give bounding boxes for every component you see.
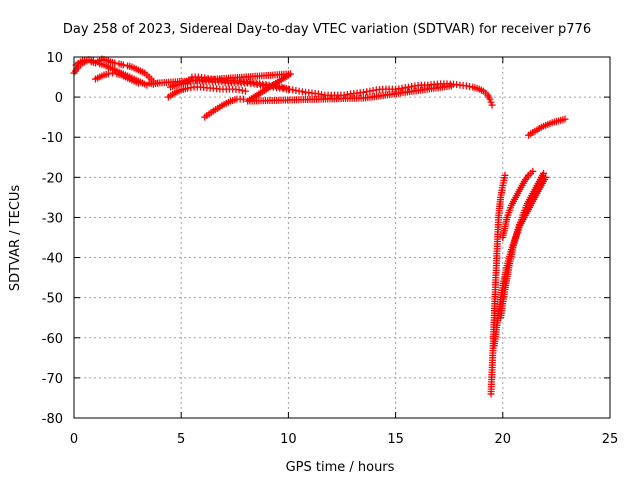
y-tick-label: -40 — [42, 252, 63, 267]
data-points — [70, 55, 569, 398]
series-mid-main — [166, 76, 496, 109]
x-axis-label: GPS time / hours — [286, 460, 395, 475]
series-late-rise-b — [497, 169, 548, 322]
data-point — [501, 171, 509, 179]
y-tick-label: -50 — [42, 292, 63, 307]
y-tick-label: -30 — [42, 211, 63, 226]
y-tick-label: 0 — [55, 91, 63, 106]
series-outliers — [154, 70, 455, 105]
chart-title: Day 258 of 2023, Sidereal Day-to-day VTE… — [63, 22, 591, 37]
y-tick-label: -70 — [42, 372, 63, 387]
data-point — [239, 95, 247, 103]
series-mid-lower — [164, 83, 250, 101]
series-mid-dip — [201, 95, 247, 121]
data-point — [134, 79, 142, 87]
series-late-rise-c — [499, 167, 537, 241]
x-tick-label: 0 — [70, 432, 78, 447]
data-point — [540, 169, 548, 177]
y-tick-label: -60 — [42, 332, 63, 347]
y-axis-label: SDTVAR / TECUs — [8, 185, 23, 292]
data-point — [486, 95, 494, 103]
data-point — [119, 61, 127, 69]
data-point — [104, 70, 112, 78]
data-point — [89, 57, 97, 65]
axis-ticks: 0 5 10 15 20 25 10 0 -10 -20 -30 -40 -50 -60 -70 -80 — [42, 51, 619, 447]
x-tick-label: 25 — [602, 432, 619, 447]
x-tick-label: 10 — [280, 432, 297, 447]
data-point — [242, 87, 250, 95]
series-late-right — [525, 115, 569, 139]
data-point — [284, 85, 292, 93]
data-point — [487, 98, 495, 106]
data-point — [447, 82, 455, 90]
data-point — [111, 59, 119, 67]
y-tick-label: -80 — [42, 412, 63, 427]
y-tick-label: 10 — [46, 51, 63, 66]
data-point — [561, 115, 569, 123]
x-tick-label: 5 — [177, 432, 185, 447]
data-point — [109, 69, 117, 77]
x-tick-label: 20 — [495, 432, 512, 447]
y-tick-label: -10 — [42, 131, 63, 146]
data-point — [529, 167, 537, 175]
grid-lines — [74, 57, 610, 418]
series-early-lower — [91, 69, 142, 87]
x-tick-label: 15 — [387, 432, 404, 447]
data-point — [488, 101, 496, 109]
y-tick-label: -20 — [42, 171, 63, 186]
plot-frame — [73, 56, 611, 419]
